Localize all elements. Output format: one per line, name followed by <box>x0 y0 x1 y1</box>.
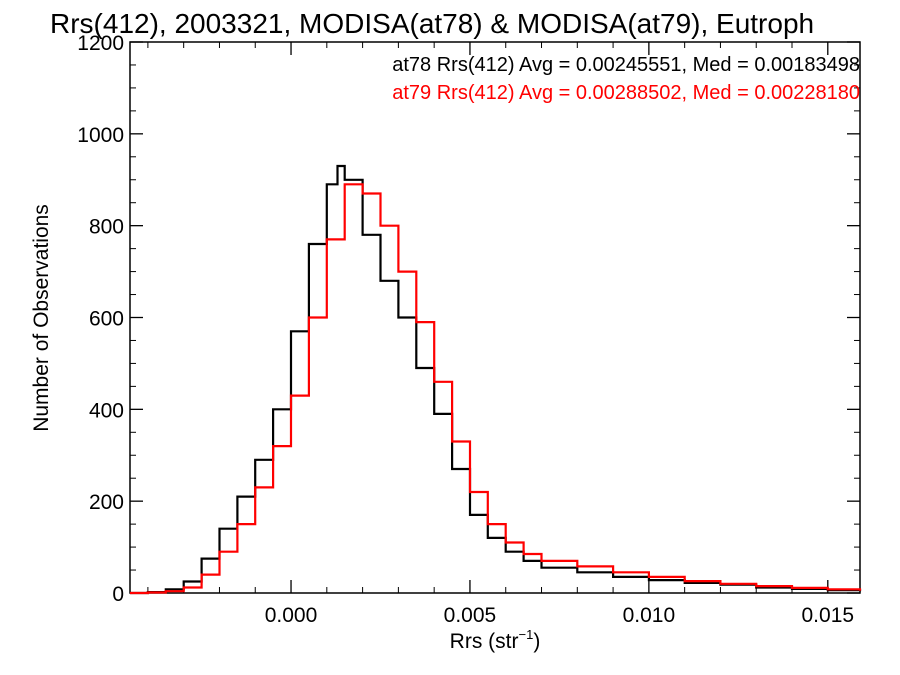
chart-title: Rrs(412), 2003321, MODISA(at78) & MODISA… <box>50 8 814 39</box>
x-axis-label-main: Rrs (str <box>450 630 519 653</box>
plot-frame <box>129 41 861 594</box>
x-axis-label-superscript: −1 <box>519 627 534 642</box>
y-tick-label: 0 <box>112 583 124 606</box>
x-axis-ticks: 0.000 0.005 0.010 0.015 <box>147 42 855 627</box>
series-line-at79 <box>130 183 862 595</box>
stats-label-at78: at78 Rrs(412) Avg = 0.00245551, Med = 0.… <box>392 54 860 76</box>
y-tick-label: 1000 <box>77 124 124 147</box>
y-tick-label: 200 <box>89 491 124 514</box>
x-tick-label: 0.000 <box>265 604 318 627</box>
y-axis-label: Number of Observations <box>30 204 53 432</box>
stats-label-at79: at79 Rrs(412) Avg = 0.00288502, Med = 0.… <box>392 82 860 104</box>
y-tick-label: 1200 <box>77 32 124 55</box>
y-tick-label: 600 <box>89 308 124 331</box>
y-tick-label: 800 <box>89 216 124 239</box>
series-lines <box>130 164 862 595</box>
x-tick-label: 0.005 <box>444 604 497 627</box>
y-tick-label: 400 <box>89 399 124 422</box>
x-tick-label: 0.015 <box>802 604 855 627</box>
x-tick-label: 0.010 <box>623 604 676 627</box>
series-line-at78 <box>130 164 862 595</box>
x-axis-label: Rrs (str−1) <box>450 627 541 653</box>
x-axis-label-close: ) <box>533 630 540 653</box>
y-axis-ticks: 0 200 400 600 800 1000 1200 <box>77 32 860 606</box>
